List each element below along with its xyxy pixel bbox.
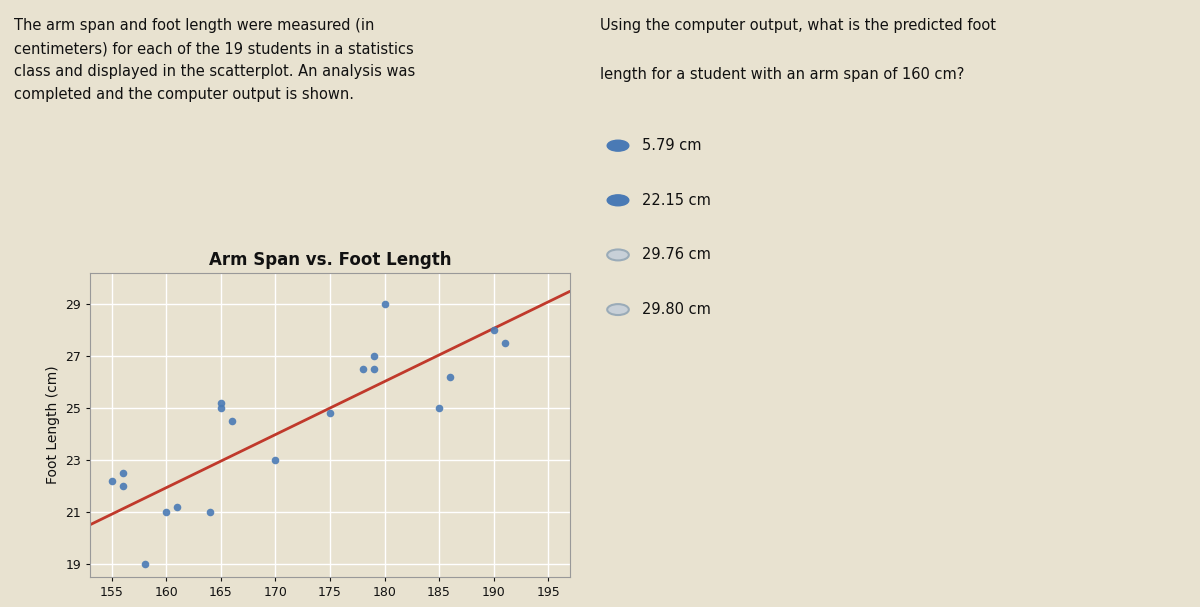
Point — [222, 416, 241, 426]
Point — [430, 403, 449, 413]
Point — [484, 325, 503, 335]
Point — [266, 455, 286, 465]
Point — [211, 403, 230, 413]
Point — [364, 351, 383, 361]
Text: 29.80 cm: 29.80 cm — [642, 302, 710, 317]
Point — [494, 338, 514, 348]
Title: Arm Span vs. Foot Length: Arm Span vs. Foot Length — [209, 251, 451, 269]
Point — [320, 409, 340, 418]
Text: 22.15 cm: 22.15 cm — [642, 193, 710, 208]
Text: Using the computer output, what is the predicted foot: Using the computer output, what is the p… — [600, 18, 996, 33]
Point — [211, 398, 230, 408]
Point — [364, 364, 383, 374]
Text: The arm span and foot length were measured (in
centimeters) for each of the 19 s: The arm span and foot length were measur… — [14, 18, 415, 101]
Point — [157, 507, 176, 517]
Point — [102, 476, 121, 486]
Text: length for a student with an arm span of 160 cm?: length for a student with an arm span of… — [600, 67, 965, 82]
Y-axis label: Foot Length (cm): Foot Length (cm) — [46, 365, 60, 484]
Point — [440, 372, 460, 382]
Point — [113, 468, 132, 478]
Point — [134, 559, 154, 569]
Point — [374, 299, 394, 309]
Text: 29.76 cm: 29.76 cm — [642, 248, 710, 262]
Point — [200, 507, 220, 517]
Point — [168, 502, 187, 512]
Point — [353, 364, 372, 374]
Text: 5.79 cm: 5.79 cm — [642, 138, 702, 153]
Point — [113, 481, 132, 490]
